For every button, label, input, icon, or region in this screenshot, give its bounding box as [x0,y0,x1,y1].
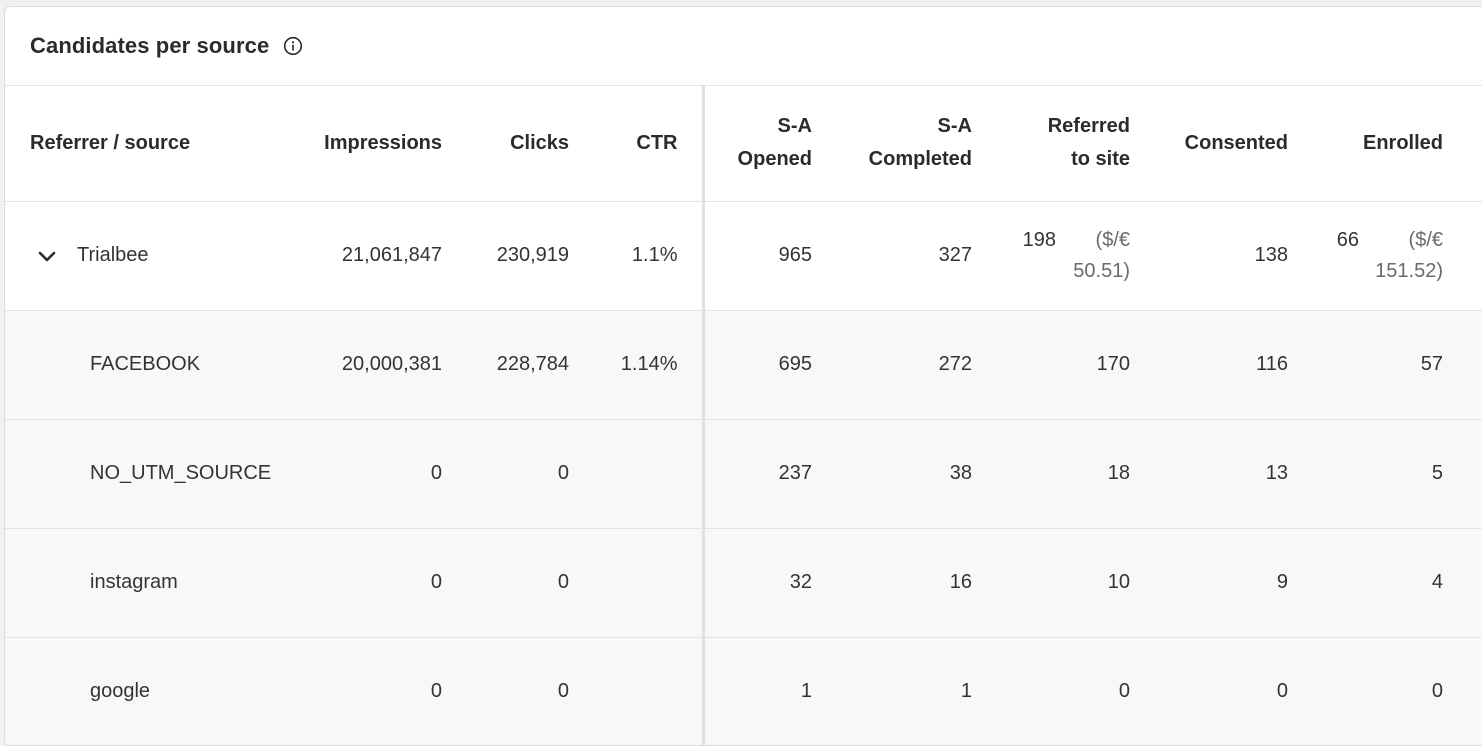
enrolled-cost: ($/€ 151.52) [1375,228,1443,282]
clicks-cell: 0 [442,528,569,638]
header-row: Referrer / source Impressions Clicks CTR… [5,86,1482,202]
sa-completed-cell: 1 [812,637,972,745]
referred-cell: 18 [972,419,1130,529]
clicks-cell: 0 [442,637,569,745]
sa-opened-cell: 965 [703,201,812,311]
column-header-referred-to-site[interactable]: Referred to site [972,86,1130,202]
consented-cell: 138 [1130,201,1288,311]
source-label: FACEBOOK [90,353,201,375]
table-row-google[interactable]: google 0 0 1 1 0 0 0 [5,637,1482,745]
column-header-enrolled[interactable]: Enrolled [1288,86,1482,202]
enrolled-cell: 66 ($/€ 151.52) [1288,201,1482,311]
source-cell: NO_UTM_SOURCE [5,419,292,529]
impressions-cell: 20,000,381 [292,310,442,420]
referred-cell: 10 [972,528,1130,638]
enrolled-cell: 57 [1288,310,1482,420]
ctr-cell: 1.14% [569,310,705,420]
referred-cell: 198 ($/€ 50.51) [972,201,1130,311]
column-header-impressions[interactable]: Impressions [292,86,442,202]
chevron-down-icon[interactable] [30,244,64,268]
impressions-cell: 0 [292,419,442,529]
impressions-cell: 0 [292,528,442,638]
impressions-cell: 21,061,847 [292,201,442,311]
column-header-source[interactable]: Referrer / source [5,86,292,202]
source-cell: Trialbee [5,201,292,311]
sa-opened-cell: 237 [703,419,812,529]
referred-value: 198 [1022,228,1056,251]
sa-completed-cell: 38 [812,419,972,529]
source-label: Trialbee [77,244,149,266]
ctr-cell [569,419,705,529]
card-header: Candidates per source [5,7,1482,86]
column-header-sa-completed[interactable]: S-A Completed [812,86,972,202]
source-cell: google [5,637,292,745]
clicks-cell: 228,784 [442,310,569,420]
sa-completed-cell: 16 [812,528,972,638]
table-row-facebook[interactable]: FACEBOOK 20,000,381 228,784 1.14% 695 27… [5,310,1482,420]
sa-opened-cell: 695 [703,310,812,420]
source-table: Referrer / source Impressions Clicks CTR… [5,86,1482,745]
clicks-cell: 230,919 [442,201,569,311]
referred-cost: ($/€ 50.51) [1073,228,1130,282]
source-cell: instagram [5,528,292,638]
info-icon[interactable] [282,35,304,57]
table-row-instagram[interactable]: instagram 0 0 32 16 10 9 4 [5,528,1482,638]
source-label: instagram [90,571,178,593]
card-title: Candidates per source [30,33,270,58]
ctr-cell [569,637,705,745]
sa-opened-cell: 1 [703,637,812,745]
ctr-cell: 1.1% [569,201,705,311]
consented-cell: 116 [1130,310,1288,420]
impressions-cell: 0 [292,637,442,745]
source-label: google [90,680,151,702]
column-header-ctr[interactable]: CTR [569,86,705,202]
column-header-clicks[interactable]: Clicks [442,86,569,202]
table-row-trialbee[interactable]: Trialbee 21,061,847 230,919 1.1% 965 327… [5,201,1482,311]
sa-completed-cell: 327 [812,201,972,311]
enrolled-cell: 5 [1288,419,1482,529]
source-label: NO_UTM_SOURCE [90,462,272,484]
referred-cell: 0 [972,637,1130,745]
referred-cell: 170 [972,310,1130,420]
candidates-per-source-card: Candidates per source Referrer / source … [4,6,1482,746]
sa-completed-cell: 272 [812,310,972,420]
source-cell: FACEBOOK [5,310,292,420]
enrolled-cell: 4 [1288,528,1482,638]
consented-cell: 9 [1130,528,1288,638]
sa-opened-cell: 32 [703,528,812,638]
consented-cell: 0 [1130,637,1288,745]
column-header-consented[interactable]: Consented [1130,86,1288,202]
enrolled-cell: 0 [1288,637,1482,745]
column-header-sa-opened[interactable]: S-A Opened [703,86,812,202]
clicks-cell: 0 [442,419,569,529]
table-row-no-utm-source[interactable]: NO_UTM_SOURCE 0 0 237 38 18 13 5 [5,419,1482,529]
enrolled-value: 66 [1336,228,1359,251]
consented-cell: 13 [1130,419,1288,529]
ctr-cell [569,528,705,638]
